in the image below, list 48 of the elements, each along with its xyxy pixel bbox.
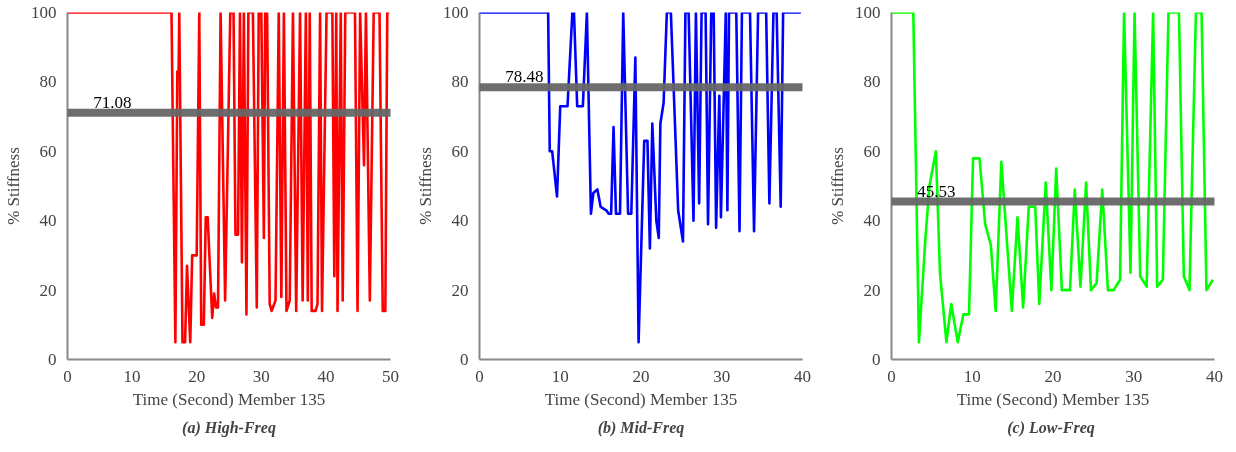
y-tick-label: 40 xyxy=(451,211,469,231)
text: (a) High-Freq xyxy=(182,418,276,437)
y-axis-title: % Stiffness xyxy=(828,147,847,225)
y-tick-label: 20 xyxy=(39,280,57,300)
text: (b) Mid-Freq xyxy=(597,418,685,437)
x-tick-label: 40 xyxy=(317,366,335,386)
y-tick-label: 60 xyxy=(39,141,57,161)
ref-line-label: 78.48 xyxy=(505,67,544,87)
x-tick-label: 20 xyxy=(188,366,206,386)
y-tick-label: 40 xyxy=(863,211,881,231)
x-tick-label: 0 xyxy=(63,366,72,386)
x-tick-label: 10 xyxy=(963,366,981,386)
x-tick-label: 10 xyxy=(123,366,141,386)
y-tick-label: 60 xyxy=(863,141,881,161)
y-tick-label: 0 xyxy=(872,350,881,369)
y-tick-label: 20 xyxy=(451,280,469,300)
x-tick-label: 0 xyxy=(475,366,484,386)
line-series xyxy=(479,12,803,344)
y-tick-label: 80 xyxy=(451,72,469,92)
line-series xyxy=(891,12,1215,344)
x-tick-label: 50 xyxy=(382,366,399,386)
x-axis-title: Time (Second) Member 135 xyxy=(956,389,1150,409)
x-tick-label: 0 xyxy=(887,366,896,386)
y-tick-label: 40 xyxy=(39,211,57,231)
y-tick-label: 100 xyxy=(31,3,57,22)
y-tick-label: 80 xyxy=(863,72,881,92)
x-tick-label: 30 xyxy=(1125,366,1143,386)
y-tick-label: 100 xyxy=(855,3,881,22)
y-tick-label: 0 xyxy=(460,350,469,369)
x-tick-label: 40 xyxy=(794,366,811,386)
y-axis-title: % Stiffness xyxy=(4,147,23,225)
line-series xyxy=(67,12,391,344)
x-tick-label: 20 xyxy=(1044,366,1062,386)
y-tick-label: 60 xyxy=(451,141,469,161)
y-tick-label: 20 xyxy=(863,280,881,300)
x-tick-label: 10 xyxy=(551,366,569,386)
x-tick-label: 20 xyxy=(632,366,650,386)
ref-line-label: 71.08 xyxy=(93,92,132,112)
x-axis-title: Time (Second) Member 135 xyxy=(544,389,738,409)
y-tick-label: 0 xyxy=(48,350,57,369)
y-axis-title: % Stiffness xyxy=(416,147,435,225)
text: (c) Low-Freq xyxy=(1007,418,1095,437)
x-tick-label: 40 xyxy=(1206,366,1223,386)
x-axis-title: Time (Second) Member 135 xyxy=(132,389,326,409)
y-tick-label: 80 xyxy=(39,72,57,92)
y-tick-label: 100 xyxy=(443,3,469,22)
x-tick-label: 30 xyxy=(713,366,731,386)
x-tick-label: 30 xyxy=(252,366,270,386)
